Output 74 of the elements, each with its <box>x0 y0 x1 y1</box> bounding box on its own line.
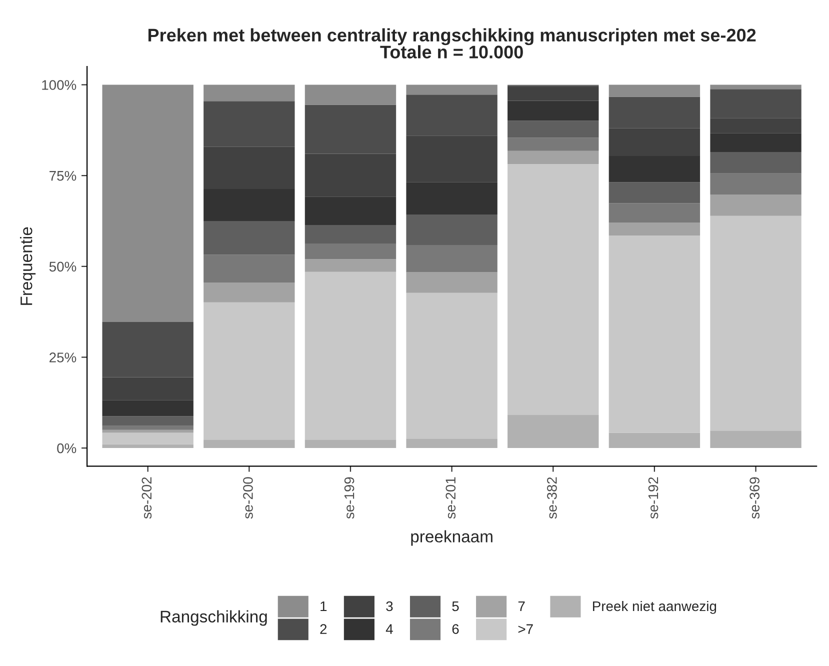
bar <box>102 430 194 433</box>
bar <box>406 214 498 245</box>
bar <box>204 221 295 255</box>
bar <box>406 244 498 272</box>
bar <box>406 182 498 214</box>
y-tick-label: 75% <box>50 170 76 181</box>
y-tick-label: 100% <box>42 80 76 90</box>
legend-title: Rangschikking <box>160 610 267 626</box>
x-axis-title: preeknaam <box>411 530 492 546</box>
bar <box>508 86 599 101</box>
legend-label: 2 <box>320 624 327 634</box>
bar <box>710 194 802 216</box>
bar <box>304 440 396 448</box>
y-tick-label: 25% <box>50 352 76 362</box>
bar <box>508 414 599 448</box>
bar <box>102 426 194 430</box>
bar <box>102 444 194 448</box>
legend-label: 5 <box>452 601 459 612</box>
bar <box>304 196 396 225</box>
bar <box>608 84 700 97</box>
bar <box>406 438 498 448</box>
bar <box>608 182 700 204</box>
bar <box>204 254 295 283</box>
bar <box>304 244 396 260</box>
bar <box>304 272 396 440</box>
bar <box>508 164 599 415</box>
bar <box>204 440 295 448</box>
bar <box>710 152 802 174</box>
bar <box>710 84 802 90</box>
bar <box>406 272 498 293</box>
bar <box>102 400 194 416</box>
bar <box>710 430 802 448</box>
bar <box>102 84 194 322</box>
x-tick-label: se-192 <box>648 477 658 519</box>
bar <box>102 432 194 444</box>
x-tick-label: se-200 <box>243 477 253 519</box>
bar <box>608 156 700 182</box>
bar <box>304 259 396 272</box>
legend-label: 4 <box>386 624 393 634</box>
y-axis-title: Frequentie <box>20 227 36 305</box>
legend-label: 7 <box>518 601 525 612</box>
legend-label: 1 <box>320 601 327 612</box>
legend-label: 6 <box>452 624 459 634</box>
chart-title: Preken met between centrality rangschikking manuscripten met se-202 Totale n = 10.000 <box>148 28 756 58</box>
bar <box>608 236 700 433</box>
legend-label: >7 <box>518 624 533 634</box>
bar <box>204 84 295 102</box>
bar <box>204 189 295 222</box>
bar <box>508 150 599 164</box>
bar <box>204 282 295 302</box>
bar <box>102 416 194 426</box>
x-tick-label: se-202 <box>142 477 152 519</box>
x-tick-label: se-382 <box>547 477 557 519</box>
bar <box>608 432 700 448</box>
bar <box>608 203 700 222</box>
bar <box>710 173 802 194</box>
bar <box>508 120 599 138</box>
bar <box>406 292 498 439</box>
bar <box>304 84 396 105</box>
y-tick-label: 0% <box>57 443 76 454</box>
bar <box>608 222 700 236</box>
legend-label: Preek niet aanwezig <box>593 600 716 614</box>
bar <box>710 133 802 152</box>
bar <box>204 302 295 440</box>
legend-label: 3 <box>386 601 393 612</box>
bar <box>406 84 498 95</box>
bar <box>304 224 396 244</box>
x-tick-label: se-369 <box>750 477 760 519</box>
x-tick-label: se-199 <box>344 477 354 519</box>
x-tick-label: se-201 <box>446 477 456 519</box>
bar <box>508 100 599 121</box>
bar <box>508 138 599 151</box>
y-tick-label: 50% <box>49 262 76 272</box>
bar <box>710 216 802 431</box>
